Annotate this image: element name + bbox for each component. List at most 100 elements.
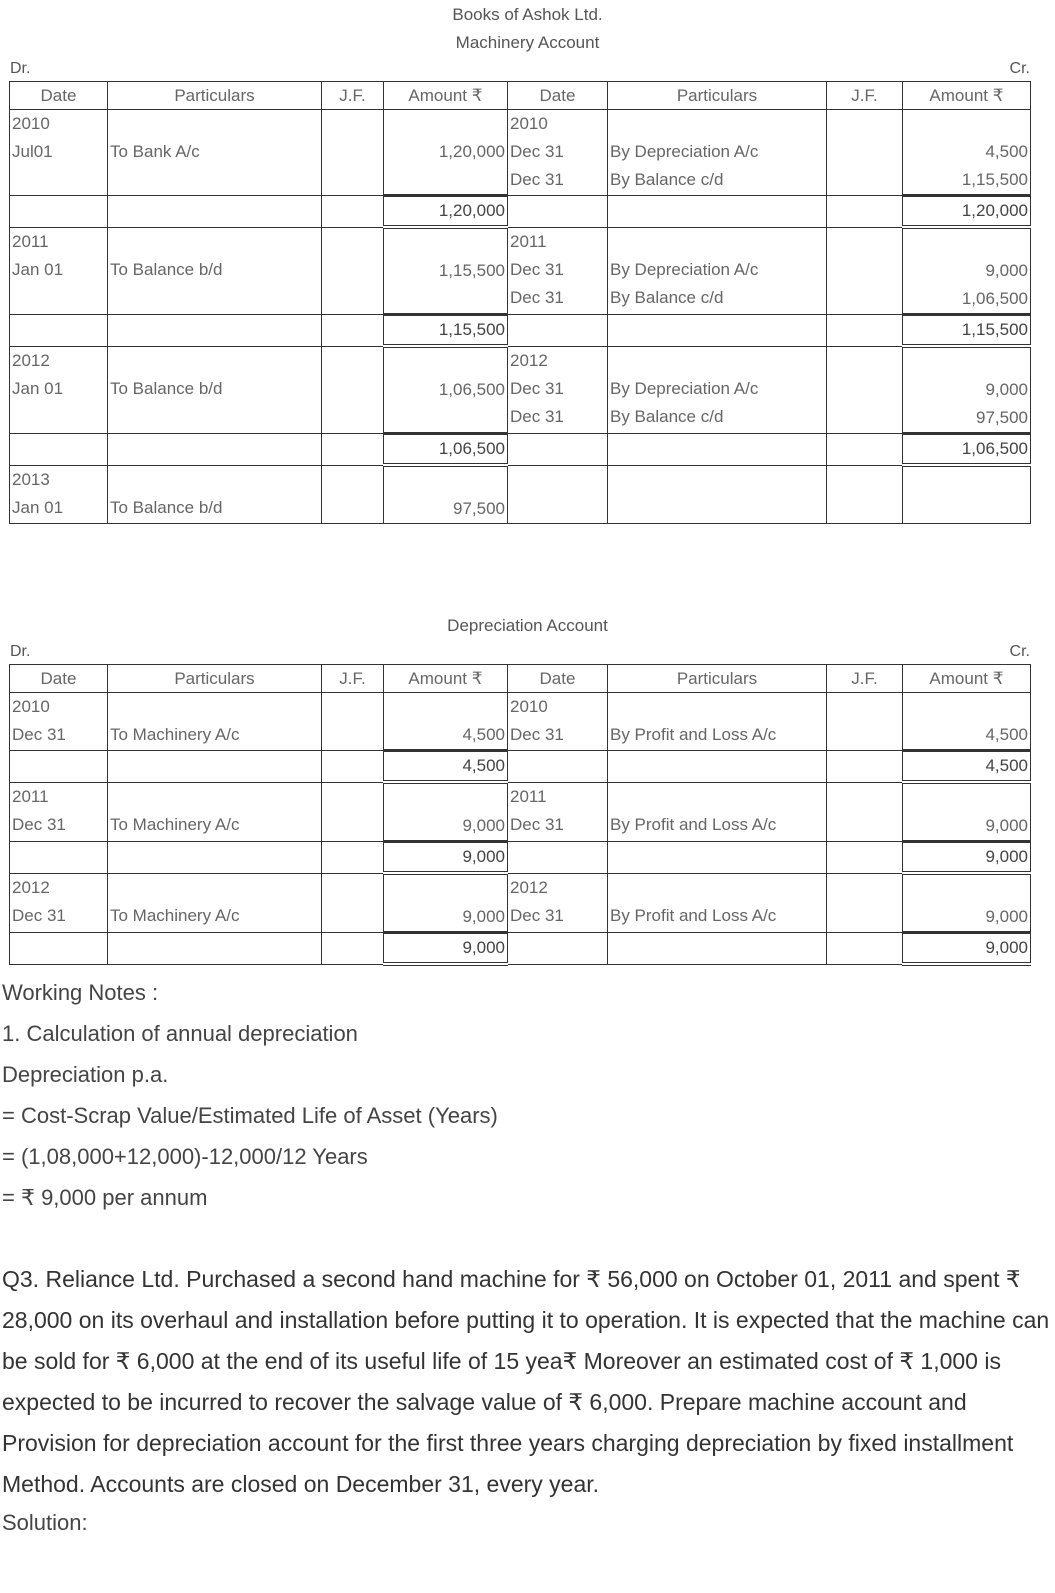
column-header-cr-date: Date (507, 664, 608, 693)
dr-date-cell (9, 750, 108, 783)
column-header-cr-jf: J.F. (826, 664, 903, 693)
cr-particulars-cell (607, 841, 827, 874)
cr-particulars-cell: By Profit and Loss A/c (607, 781, 827, 842)
depreciation-account-table: Date Particulars J.F. Amount ₹ Date Particula… (9, 664, 1031, 966)
cr-date-cell: 2012 Dec 31 Dec 31 (507, 345, 608, 434)
dr-amount-cell: 1,20,000 (383, 109, 508, 196)
cr-jf-cell (826, 872, 903, 933)
company-title: Books of Ashok Ltd. (452, 5, 603, 24)
total-row: 1,15,500 1,15,500 (9, 313, 1031, 348)
dr-amount-cell: 9,000 (383, 931, 508, 966)
dr-amount-cell: 9,000 (383, 872, 508, 933)
dr-date-cell: 2011 Jan 01 (9, 226, 108, 315)
dr-particulars-cell: To Bank A/c (107, 109, 322, 196)
cr-amount-cell: 4,500 (902, 749, 1031, 784)
dr-particulars-cell: To Balance b/d (107, 464, 322, 524)
dr-particulars-cell: To Machinery A/c (107, 692, 322, 751)
cr-particulars-cell (607, 464, 827, 524)
cr-date-cell (507, 433, 608, 466)
cr-particulars-cell: By Profit and Loss A/c (607, 872, 827, 933)
cr-jf-cell (826, 781, 903, 842)
dr-date-cell: 2012 Dec 31 (9, 872, 108, 933)
dr-amount-cell: 1,20,000 (383, 194, 508, 229)
machinery-account-title: Machinery Account (455, 33, 600, 52)
cr-amount-cell: 9,000 97,500 (902, 345, 1031, 434)
cr-jf-cell (826, 750, 903, 783)
dr-particulars-cell: To Machinery A/c (107, 781, 322, 842)
column-header-dr-date: Date (9, 664, 108, 693)
dr-date-cell: 2012 Jan 01 (9, 345, 108, 434)
cr-amount-cell: 9,000 (902, 872, 1031, 933)
cr-jf-cell (826, 433, 903, 466)
note-line: Working Notes : (2, 980, 159, 1005)
entry-row: 2012 Jan 01 To Balance b/d 1,06,500 2012 … (9, 345, 1031, 434)
column-header-dr-amount: Amount ₹ (383, 81, 508, 110)
column-header-cr-particulars: Particulars (607, 664, 827, 693)
cr-amount-cell: 9,000 1,06,500 (902, 226, 1031, 315)
cr-amount-cell: 9,000 (902, 781, 1031, 842)
column-header-cr-amount: Amount ₹ (902, 81, 1031, 110)
column-header-cr-particulars: Particulars (607, 81, 827, 110)
cr-particulars-cell (607, 433, 827, 466)
dr-date-cell (9, 841, 108, 874)
dr-jf-cell (321, 314, 384, 347)
depreciation-account-title: Depreciation Account (447, 616, 608, 635)
total-row: 4,500 4,500 (9, 749, 1031, 784)
cr-date-cell: 2011 Dec 31 Dec 31 (507, 226, 608, 315)
cr-date-cell (507, 750, 608, 783)
question-text: Q3. Reliance Ltd. Purchased a second han… (2, 1266, 1050, 1497)
cr-particulars-cell (607, 195, 827, 228)
header-row: Date Particulars J.F. Amount ₹ Date Particula… (9, 81, 1031, 110)
dr-jf-cell (321, 841, 384, 874)
entry-row: 2010 Jul01 To Bank A/c 1,20,000 2010 Dec … (9, 109, 1031, 196)
note-line: = ₹ 9,000 per annum (2, 1185, 208, 1210)
dr-date-cell (9, 195, 108, 228)
cr-amount-cell: 9,000 (902, 840, 1031, 875)
cr-amount-cell: 4,500 1,15,500 (902, 109, 1031, 196)
dr-amount-cell: 9,000 (383, 781, 508, 842)
cr-label: Cr. (1009, 60, 1030, 77)
dr-amount-cell: 4,500 (383, 749, 508, 784)
cr-jf-cell (826, 345, 903, 434)
column-header-cr-date: Date (507, 81, 608, 110)
dr-particulars-cell (107, 433, 322, 466)
dr-cr-labels: Dr. Cr. (10, 640, 1030, 664)
dr-amount-cell: 4,500 (383, 692, 508, 751)
dr-amount-cell: 9,000 (383, 840, 508, 875)
dr-jf-cell (321, 781, 384, 842)
dr-jf-cell (321, 750, 384, 783)
cr-particulars-cell (607, 750, 827, 783)
column-header-dr-jf: J.F. (321, 81, 384, 110)
machinery-heading: Books of Ashok Ltd. Machinery Account (0, 0, 1055, 57)
note-line: Depreciation p.a. (2, 1062, 169, 1087)
cr-date-cell: 2010 Dec 31 (507, 692, 608, 751)
dr-amount-cell: 1,15,500 (383, 226, 508, 315)
dr-amount-cell: 1,15,500 (383, 313, 508, 348)
header-row: Date Particulars J.F. Amount ₹ Date Particula… (9, 664, 1031, 693)
dr-particulars-cell: To Balance b/d (107, 345, 322, 434)
dr-particulars-cell: To Balance b/d (107, 226, 322, 315)
column-header-dr-jf: J.F. (321, 664, 384, 693)
cr-amount-cell (902, 464, 1031, 524)
cr-date-cell (507, 464, 608, 524)
dr-particulars-cell: To Machinery A/c (107, 872, 322, 933)
cr-particulars-cell: By Depreciation A/c By Balance c/d (607, 109, 827, 196)
dr-jf-cell (321, 932, 384, 965)
total-row: 1,20,000 1,20,000 (9, 194, 1031, 229)
entry-row: 2011 Jan 01 To Balance b/d 1,15,500 2011 … (9, 226, 1031, 315)
entry-row: 2013 Jan 01 To Balance b/d 97,500 (9, 464, 1031, 524)
dr-particulars-cell (107, 841, 322, 874)
note-line: = Cost-Scrap Value/Estimated Life of Ass… (2, 1103, 498, 1128)
cr-amount-cell: 4,500 (902, 692, 1031, 751)
dr-particulars-cell (107, 314, 322, 347)
cr-jf-cell (826, 692, 903, 751)
column-header-dr-particulars: Particulars (107, 81, 322, 110)
column-header-cr-amount: Amount ₹ (902, 664, 1031, 693)
entry-row: 2010 Dec 31 To Machinery A/c 4,500 2010 D… (9, 692, 1031, 751)
cr-date-cell: 2012 Dec 31 (507, 872, 608, 933)
column-header-dr-amount: Amount ₹ (383, 664, 508, 693)
cr-jf-cell (826, 195, 903, 228)
cr-amount-cell: 9,000 (902, 931, 1031, 966)
total-row: 9,000 9,000 (9, 840, 1031, 875)
cr-amount-cell: 1,06,500 (902, 432, 1031, 467)
